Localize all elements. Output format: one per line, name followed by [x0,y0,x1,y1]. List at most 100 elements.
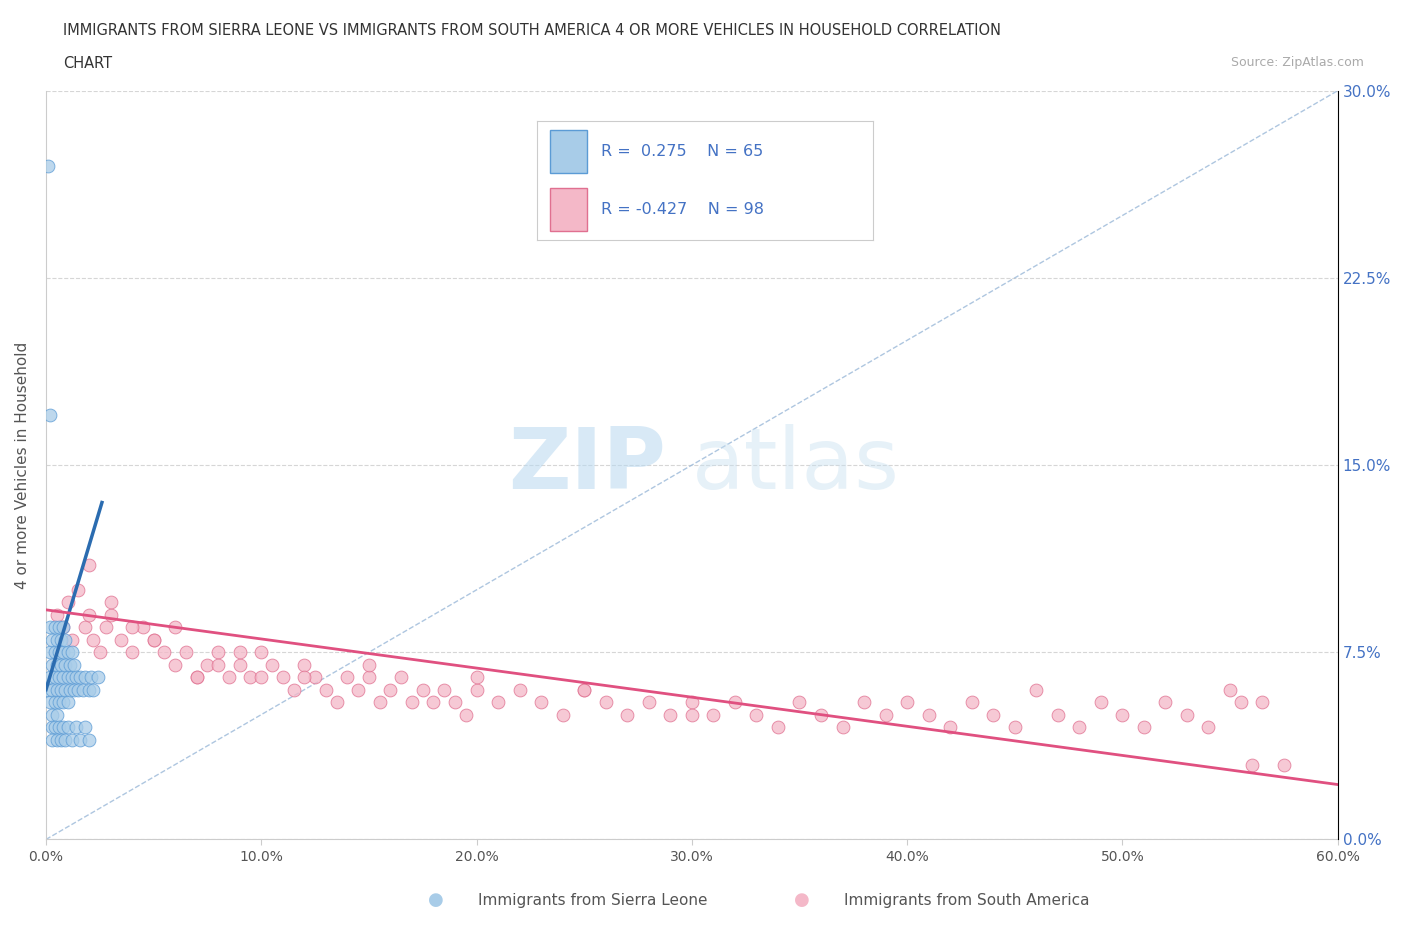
Point [368,695,391,710]
Point [239,670,262,684]
Point [52,644,75,659]
Text: ZIP: ZIP [508,423,666,507]
Point [572,683,595,698]
Point [49,658,72,672]
Point [59,658,82,672]
Point [37,158,59,173]
Point [52,670,75,684]
Point [810,707,832,722]
Point [41,683,63,698]
Point [260,658,283,672]
Point [52,720,75,735]
Point [44,620,66,635]
Point [283,683,305,698]
Point [380,683,402,698]
Point [1004,720,1026,735]
Point [96,620,118,635]
Point [44,695,66,710]
Point [1090,695,1112,710]
Point [1219,683,1241,698]
Point [724,695,747,710]
Point [77,683,100,698]
Point [77,557,100,572]
Point [60,670,83,684]
Point [292,658,315,672]
Point [56,644,79,659]
Point [228,658,250,672]
Point [433,683,456,698]
Y-axis label: 4 or more Vehicles in Household: 4 or more Vehicles in Household [15,341,30,589]
Text: ●: ● [427,891,444,910]
Point [766,720,789,735]
Point [1251,695,1274,710]
Point [659,707,682,722]
Point [702,707,724,722]
Point [100,595,122,610]
Point [1198,720,1220,735]
Point [49,732,72,747]
Point [174,644,197,659]
Point [41,720,63,735]
Point [960,695,983,710]
Point [292,670,315,684]
Text: Source: ZipAtlas.com: Source: ZipAtlas.com [1230,56,1364,69]
Point [45,707,67,722]
Point [121,620,143,635]
Text: CHART: CHART [63,56,112,71]
Point [44,720,66,735]
Point [530,695,553,710]
Point [60,732,83,747]
Point [45,658,67,672]
Point [121,644,143,659]
Point [44,644,66,659]
Point [48,620,70,635]
Point [69,732,91,747]
Point [304,670,326,684]
Point [53,632,76,647]
Point [875,707,897,722]
Point [82,632,104,647]
Point [45,732,67,747]
Point [48,695,70,710]
Point [77,732,100,747]
Point [63,683,86,698]
Point [73,620,96,635]
Point [681,707,703,722]
Point [39,620,62,635]
Point [67,683,90,698]
Point [745,707,768,722]
Point [271,670,294,684]
Point [412,683,434,698]
Point [637,695,659,710]
Point [1229,695,1251,710]
Point [45,632,67,647]
Point [939,720,962,735]
Point [357,670,380,684]
Point [1069,720,1091,735]
Point [49,683,72,698]
Point [1133,720,1156,735]
Point [65,720,87,735]
Point [250,670,273,684]
Point [315,683,337,698]
Point [59,683,82,698]
Point [389,670,412,684]
Point [77,607,100,622]
Point [917,707,939,722]
Point [616,707,638,722]
Point [41,732,63,747]
Point [39,695,62,710]
Point [142,632,165,647]
Point [100,607,122,622]
Point [39,407,62,422]
Point [165,620,187,635]
Point [551,707,574,722]
Point [60,632,83,647]
Point [444,695,467,710]
Point [53,658,76,672]
Point [422,695,444,710]
Point [41,707,63,722]
Point [1025,683,1047,698]
Point [486,695,509,710]
Point [197,658,219,672]
